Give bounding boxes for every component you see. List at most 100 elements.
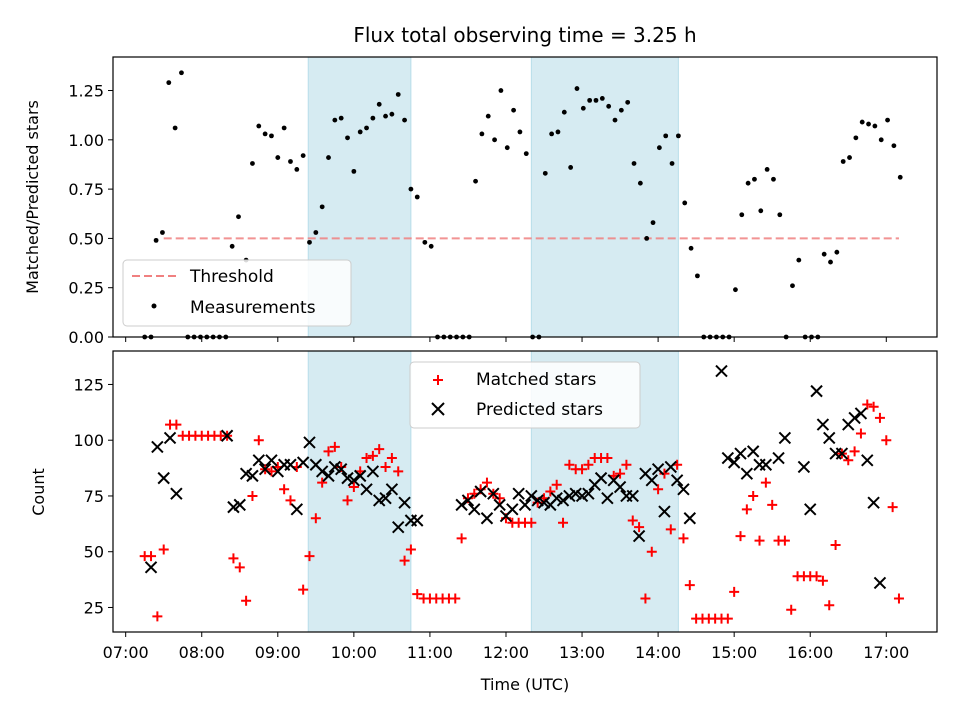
measurement-point (644, 236, 650, 241)
measurement-point (300, 153, 306, 158)
matched-stars-point (342, 495, 353, 506)
matched-stars-point (412, 589, 423, 600)
matched-stars-point (627, 515, 638, 526)
predicted-stars-point (518, 498, 532, 512)
predicted-stars-point (804, 503, 817, 516)
predicted-stars-point (556, 494, 570, 507)
matched-stars-point (767, 499, 778, 510)
matched-stars-point (348, 482, 359, 493)
predicted-stars-point (645, 474, 658, 487)
predicted-stars-point (867, 496, 880, 509)
matched-stars-point (583, 459, 594, 470)
bottom-y-tick-label: 125 (73, 375, 104, 394)
top-y-axis-label: Matched/Predicted stars (23, 100, 42, 294)
top-legend-frame (122, 259, 352, 327)
predicted-stars-point (823, 431, 836, 445)
measurement-point (357, 129, 363, 135)
top-y-tick-label: 0.75 (68, 180, 104, 199)
matched-stars-point (722, 613, 733, 624)
measurement-point (568, 165, 574, 170)
matched-stars-point (380, 461, 391, 472)
measurement-point (606, 103, 612, 109)
predicted-stars-point (493, 498, 506, 512)
predicted-stars-point (315, 465, 329, 478)
predicted-stars-point (252, 454, 265, 467)
predicted-stars-point (658, 505, 671, 518)
x-tick-label: 14:00 (635, 643, 681, 662)
x-tick-label: 15:00 (711, 643, 757, 662)
measurement-point (840, 159, 846, 164)
measurement-point (332, 117, 338, 123)
measurement-point (663, 133, 669, 139)
predicted-stars-point (487, 487, 500, 500)
predicted-stars-point (392, 520, 405, 534)
measurement-point (878, 137, 884, 143)
matched-stars-point (659, 468, 670, 479)
measurement-point (542, 170, 548, 176)
measurement-point (561, 109, 567, 115)
matched-stars-point (310, 513, 321, 524)
matched-stars-point (329, 441, 340, 452)
top-legend: Threshold Measurements (122, 259, 352, 327)
top-y-tick-label: 1.00 (68, 131, 104, 150)
legend-threshold-label: Threshold (189, 267, 274, 287)
measurement-point (414, 194, 420, 200)
predicted-stars-point (411, 514, 424, 527)
matched-stars-point (665, 524, 676, 535)
predicted-stars-point (157, 471, 170, 485)
predicted-stars-point (873, 576, 887, 590)
measurement-point (172, 125, 178, 131)
x-tick-label: 07:00 (103, 643, 149, 662)
matched-stars-point (558, 517, 569, 528)
measurement-point (580, 105, 586, 111)
measurement-point (428, 243, 434, 249)
predicted-stars-point (810, 384, 823, 398)
matched-stars-point (285, 495, 296, 506)
x-tick-label: 08:00 (179, 643, 225, 662)
measurement-point (345, 135, 350, 141)
predicted-stars-point (778, 431, 792, 445)
x-tick-label: 09:00 (255, 643, 301, 662)
predicted-stars-point (601, 491, 614, 505)
measurement-point (847, 155, 852, 160)
measurement-point (656, 145, 662, 151)
measurement-point (853, 135, 859, 141)
bottom-y-tick-label: 25 (84, 598, 104, 617)
matched-stars-point (887, 502, 898, 513)
measurement-point (517, 129, 523, 135)
measurement-point (897, 174, 903, 180)
predicted-stars-point (455, 498, 468, 512)
x-tick-label: 16:00 (787, 643, 833, 662)
measurement-point (179, 70, 184, 76)
bottom-legend-frame (409, 361, 641, 429)
measurement-point (555, 129, 561, 135)
predicted-stars-point (474, 485, 487, 498)
measurement-point (383, 113, 388, 119)
predicted-stars-point (683, 512, 697, 525)
measurement-point (229, 243, 235, 249)
predicted-stars-point (258, 462, 272, 476)
matched-stars-point (393, 466, 404, 477)
bottom-axes-frame (112, 350, 938, 633)
predicted-stars-point (677, 483, 690, 496)
measurement-point (885, 117, 890, 123)
predicted-stars-point (468, 503, 481, 516)
measurement-point (473, 178, 478, 184)
bottom-y-tick-label: 75 (84, 487, 104, 506)
predicted-legend-swatch (431, 402, 445, 416)
predicted-stars-point (506, 503, 519, 516)
predicted-stars-point (670, 474, 684, 487)
measurement-point (402, 117, 407, 123)
measurement-point (828, 259, 833, 265)
top-series-0 (142, 70, 903, 340)
matched-stars-point (684, 580, 695, 591)
matched-stars-point (481, 477, 492, 488)
matched-stars-point (158, 544, 169, 555)
predicted-stars-point (170, 487, 183, 500)
bottom-legend: Matched stars Predicted stars (409, 361, 641, 429)
measurement-point (669, 161, 675, 166)
top-y-tick-label: 0.25 (68, 279, 104, 298)
x-tick-label: 11:00 (407, 643, 453, 662)
predicted-stars-point (772, 451, 785, 465)
bottom-y-axis-label: Count (29, 468, 48, 516)
